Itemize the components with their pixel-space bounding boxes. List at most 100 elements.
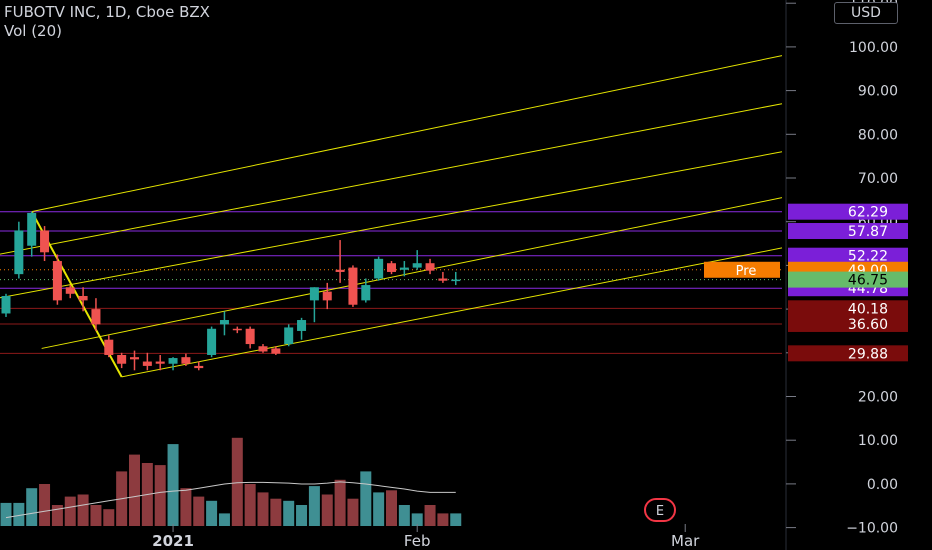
- volume-bar: [154, 465, 166, 526]
- currency-button[interactable]: USD: [834, 2, 898, 24]
- candle-body: [399, 267, 409, 270]
- candle-body: [65, 287, 75, 294]
- candlesticks: [1, 211, 461, 371]
- volume-bar: [39, 484, 51, 526]
- candle-body: [322, 291, 332, 301]
- level-badge-label: 57.87: [848, 224, 888, 240]
- volume-bar: [270, 498, 282, 526]
- candle-body: [387, 263, 396, 272]
- level-badge-label: 62.29: [848, 205, 888, 221]
- candle-body: [168, 358, 178, 364]
- horizontal-levels: [0, 211, 782, 354]
- volume-bar: [231, 437, 243, 526]
- candle-body: [52, 261, 62, 301]
- volume-indicator-label[interactable]: Vol (20): [4, 22, 63, 40]
- pitchfork-line: [0, 151, 783, 299]
- axis-tick-label: 80.00: [858, 127, 898, 143]
- candle-body: [142, 361, 152, 366]
- candle-body: [374, 258, 384, 279]
- candle-body: [91, 309, 101, 325]
- price-badge: [788, 271, 908, 288]
- candle-body: [438, 278, 448, 281]
- candle-body: [40, 230, 50, 253]
- level-badge-label: 36.60: [848, 317, 888, 333]
- axis-tick-label: 70.00: [858, 171, 898, 187]
- volume-bar: [0, 502, 12, 526]
- symbol-title[interactable]: FUBOTV INC, 1D, Cboe BZX: [4, 3, 210, 21]
- candle-body: [245, 328, 255, 345]
- volume-bar: [334, 479, 346, 526]
- earnings-event-icon[interactable]: E: [644, 498, 676, 522]
- candle-body: [181, 357, 191, 364]
- pitchfork-line: [121, 247, 783, 378]
- pitchfork-line: [31, 55, 783, 213]
- level-badge: [788, 300, 908, 317]
- volume-bar: [129, 454, 140, 526]
- volume-bar: [206, 500, 218, 526]
- candle-body: [335, 269, 345, 272]
- candle-body: [1, 295, 11, 314]
- pre-market-tag-label: Pre: [736, 264, 757, 279]
- level-badge: [788, 247, 908, 264]
- level-badge: [788, 345, 908, 362]
- volume-ma-line: [5, 481, 456, 519]
- candle-body: [194, 365, 204, 369]
- volume-bar: [167, 444, 179, 526]
- volume-bar: [398, 505, 410, 526]
- time-tick-label: Feb: [404, 532, 431, 550]
- time-tick-label: 2021: [152, 532, 194, 550]
- pitchfork-line: [0, 103, 783, 255]
- pitchfork-median-line: [41, 197, 783, 349]
- candle-body: [219, 320, 229, 325]
- axis-tick-label: −10.00: [846, 521, 898, 537]
- volume-bar: [13, 502, 25, 526]
- volume-bar: [180, 488, 192, 526]
- volume-bar: [450, 513, 462, 526]
- candle-body: [155, 361, 165, 364]
- axis-tick-label: 90.00: [858, 84, 898, 100]
- candle-body: [117, 354, 127, 364]
- volume-bar: [283, 500, 295, 526]
- volume-bar: [103, 509, 115, 526]
- volume-bar: [26, 488, 38, 526]
- axis-tick-label: 0.00: [867, 477, 898, 493]
- volume-bar: [347, 498, 359, 526]
- price-badge-label: 46.75: [848, 273, 888, 289]
- candle-body: [258, 346, 268, 352]
- axis-tick-label: 20.00: [858, 390, 898, 406]
- volume-bar: [308, 486, 320, 526]
- volume-bar: [193, 496, 205, 526]
- time-axis[interactable]: 2021 Feb Mar: [152, 524, 700, 550]
- volume-bar: [386, 490, 397, 526]
- volume-bar: [244, 484, 256, 526]
- volume-bar: [218, 513, 230, 526]
- candle-body: [361, 285, 371, 301]
- volume-bar: [296, 505, 308, 526]
- candle-body: [207, 328, 217, 355]
- candle-body: [297, 320, 307, 331]
- candle-body: [104, 339, 114, 355]
- level-badge-label: 29.88: [848, 346, 888, 362]
- volume-bar: [64, 496, 76, 526]
- pitchfork-drawing[interactable]: [0, 55, 783, 378]
- volume-bar: [51, 505, 63, 526]
- candle-body: [412, 263, 422, 268]
- volume-bar: [373, 492, 385, 526]
- volume-bar: [90, 505, 102, 526]
- candle-body: [425, 263, 435, 271]
- volume-bar: [424, 505, 436, 526]
- volume-bar: [257, 492, 269, 526]
- candle-body: [232, 328, 242, 331]
- candle-body: [14, 230, 24, 275]
- level-badge: [788, 315, 908, 332]
- axis-tick-label: 100.00: [849, 40, 898, 56]
- candle-body: [451, 279, 461, 282]
- candle-body: [130, 357, 139, 360]
- candle-body: [78, 295, 88, 301]
- volume-bar: [321, 494, 333, 526]
- level-badge: [788, 223, 908, 240]
- volume-bars: [0, 437, 462, 526]
- level-badge-label: 52.22: [848, 249, 888, 265]
